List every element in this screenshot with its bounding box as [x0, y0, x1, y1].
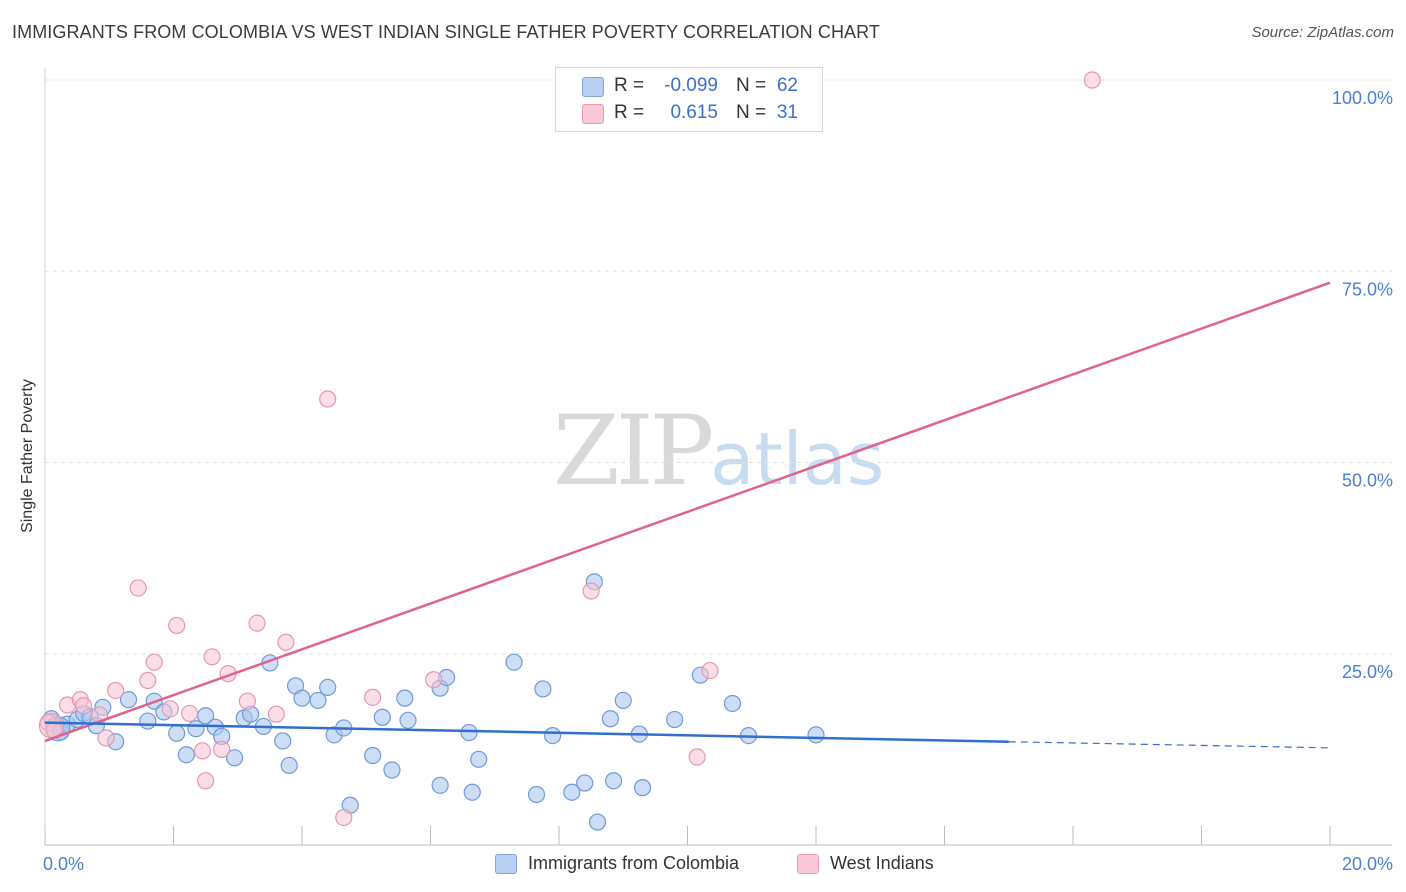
legend-n-label: N =	[736, 75, 767, 96]
legend-r-label: R =	[614, 75, 645, 96]
point-colombia	[505, 653, 523, 671]
legend-row-colombia: R = -0.099 N = 62	[556, 74, 822, 100]
point-west-indians	[582, 582, 600, 600]
point-colombia	[319, 678, 337, 697]
point-colombia	[723, 694, 742, 713]
point-west-indians	[1083, 71, 1101, 89]
watermark-atlas: atlas	[710, 417, 885, 501]
point-west-indians	[364, 688, 382, 706]
legend-n-value: 62	[776, 75, 798, 96]
point-colombia	[807, 726, 825, 744]
source-label: Source: ZipAtlas.com	[1251, 24, 1394, 41]
series-west-indians-points	[38, 71, 1101, 827]
point-west-indians	[129, 579, 147, 597]
point-colombia	[293, 689, 311, 707]
point-colombia	[364, 746, 382, 765]
point-west-indians	[139, 671, 157, 690]
point-colombia	[534, 680, 552, 698]
chart-title: IMMIGRANTS FROM COLOMBIA VS WEST INDIAN …	[12, 22, 881, 42]
point-colombia	[177, 746, 195, 764]
point-west-indians	[319, 390, 337, 408]
gridlines	[45, 79, 1392, 655]
point-west-indians	[688, 748, 706, 766]
point-west-indians	[180, 704, 199, 723]
point-colombia	[396, 689, 414, 707]
legend-r-label: R =	[614, 102, 645, 123]
point-colombia	[431, 776, 449, 794]
point-colombia	[576, 774, 594, 792]
point-colombia	[563, 783, 581, 801]
point-west-indians	[335, 808, 353, 827]
x-tick-label: 0.0%	[43, 854, 84, 874]
point-colombia	[373, 708, 391, 726]
point-west-indians	[203, 648, 221, 666]
legend-n-value: 31	[776, 102, 798, 123]
point-west-indians	[277, 633, 295, 651]
point-colombia	[309, 691, 327, 710]
point-west-indians	[425, 671, 443, 689]
trend-line-colombia	[44, 721, 1009, 743]
point-colombia	[168, 724, 186, 742]
point-colombia	[666, 710, 684, 729]
point-colombia	[588, 813, 607, 831]
point-west-indians	[267, 705, 285, 723]
legend-swatch-pink	[582, 104, 604, 124]
point-colombia	[601, 710, 620, 728]
point-colombia	[527, 785, 546, 804]
point-west-indians	[161, 700, 179, 718]
point-west-indians	[197, 772, 215, 790]
point-west-indians	[238, 692, 256, 710]
point-west-indians	[248, 614, 266, 632]
y-tick-label: 50.0%	[1342, 471, 1393, 491]
point-colombia	[383, 761, 401, 779]
point-colombia	[605, 772, 623, 790]
stats-legend: R = -0.099 N = 62 R = 0.615 N = 31	[555, 67, 823, 132]
point-west-indians	[701, 661, 719, 680]
bottom-legend-label: West Indians	[830, 853, 934, 873]
point-colombia	[543, 727, 562, 745]
point-west-indians	[145, 653, 163, 671]
y-tick-label: 25.0%	[1342, 662, 1393, 682]
trend-line-colombia-extension	[1008, 741, 1331, 749]
legend-swatch-blue	[582, 77, 604, 97]
point-colombia	[463, 783, 481, 801]
trend-lines	[44, 281, 1331, 749]
point-colombia	[280, 756, 298, 775]
tick-labels: 25.0% 50.0% 75.0% 100.0% 0.0% 20.0%	[43, 88, 1393, 874]
point-west-indians	[97, 729, 115, 747]
x-tick-label: 20.0%	[1342, 854, 1393, 874]
point-west-indians	[168, 616, 186, 635]
point-colombia	[274, 732, 292, 750]
legend-n-label: N =	[736, 102, 767, 123]
legend-r-value: -0.099	[664, 75, 718, 96]
point-colombia	[119, 691, 138, 709]
legend-r-value: 0.615	[670, 102, 718, 123]
point-west-indians	[213, 740, 231, 758]
point-west-indians	[107, 681, 125, 700]
point-west-indians	[38, 713, 65, 739]
y-tick-label: 75.0%	[1342, 279, 1393, 299]
point-colombia	[139, 712, 157, 730]
bottom-legend-swatch-pink	[797, 854, 819, 874]
watermark-zip: ZIP	[553, 395, 714, 507]
legend-row-west-indians: R = 0.615 N = 31	[556, 101, 822, 127]
trend-line-west-indians	[44, 281, 1331, 743]
point-west-indians	[193, 742, 212, 760]
point-colombia	[225, 749, 244, 767]
axes	[44, 68, 1392, 846]
point-colombia	[399, 711, 417, 729]
point-colombia	[614, 691, 632, 710]
point-west-indians	[74, 697, 93, 715]
point-colombia	[460, 723, 478, 742]
bottom-legend-label: Immigrants from Colombia	[528, 853, 740, 873]
y-tick-label: 100.0%	[1332, 88, 1393, 108]
point-colombia	[633, 779, 652, 797]
watermark: ZIPatlas	[553, 395, 884, 507]
point-colombia	[470, 750, 488, 768]
series-colombia-points	[42, 573, 825, 831]
bottom-legend-swatch-blue	[495, 854, 517, 874]
